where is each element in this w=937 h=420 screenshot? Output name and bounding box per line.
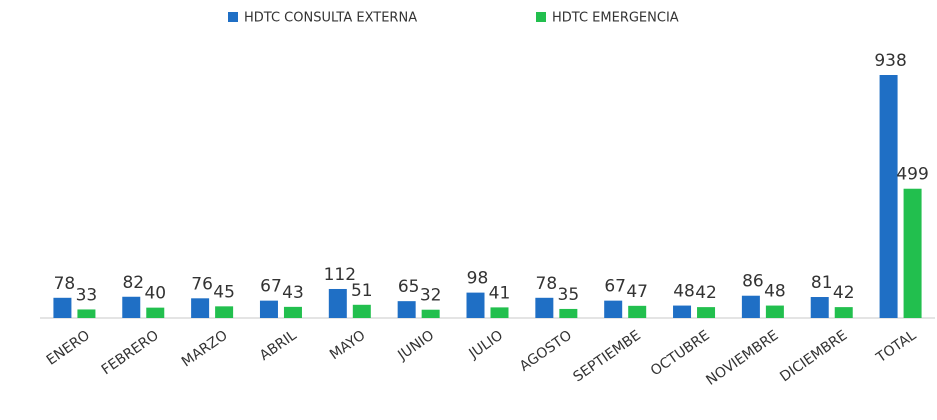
bar — [352, 304, 371, 318]
x-tick-label: SEPTIEMBE — [571, 327, 644, 385]
value-label: 42 — [695, 283, 717, 303]
value-label: 78 — [54, 274, 76, 294]
bar — [328, 288, 347, 318]
value-label: 51 — [351, 281, 373, 301]
value-label: 40 — [144, 284, 166, 304]
x-tick-label: MARZO — [179, 327, 231, 370]
value-label: 86 — [742, 272, 764, 292]
x-tick-label: TOTAL — [873, 327, 920, 366]
x-tick-label: DICIEMBRE — [777, 327, 850, 385]
value-label: 43 — [282, 283, 304, 303]
value-label: 41 — [489, 283, 511, 303]
legend-swatch — [536, 12, 546, 22]
value-label: 499 — [896, 165, 928, 185]
value-label: 32 — [420, 286, 442, 306]
x-tick-label: ENERO — [44, 327, 93, 368]
value-label: 82 — [122, 273, 144, 293]
x-tick-label: FEBRERO — [99, 327, 162, 378]
bar — [146, 307, 165, 318]
bar — [765, 305, 784, 318]
legend-label: HDTC EMERGENCIA — [552, 11, 679, 26]
bar — [215, 306, 234, 318]
bar — [490, 307, 509, 318]
bar — [604, 300, 623, 318]
bar — [834, 307, 853, 318]
bar — [77, 309, 96, 318]
bar — [741, 295, 760, 318]
x-tick-label: NOVIEMBRE — [703, 327, 781, 388]
bar — [559, 308, 578, 318]
bar — [259, 300, 278, 318]
bar — [535, 297, 554, 318]
value-label: 42 — [833, 283, 855, 303]
value-label: 65 — [398, 277, 420, 297]
bar — [810, 297, 829, 318]
value-label: 67 — [260, 277, 282, 297]
value-label: 47 — [626, 282, 648, 302]
bar — [421, 309, 440, 318]
value-label: 78 — [536, 274, 558, 294]
bar — [903, 188, 922, 318]
x-tick-label: MAYO — [327, 327, 368, 363]
value-label: 48 — [673, 282, 695, 302]
bar — [628, 305, 647, 318]
x-tick-label: OCTUBRE — [648, 327, 713, 379]
x-tick-label: JUNIO — [394, 327, 437, 364]
value-label: 48 — [764, 282, 786, 302]
value-label: 45 — [213, 282, 235, 302]
bar — [122, 296, 141, 318]
value-label: 112 — [324, 265, 356, 285]
bar — [697, 307, 716, 318]
bar — [673, 305, 692, 318]
value-label: 98 — [467, 269, 489, 289]
bar — [879, 75, 898, 318]
x-tick-label: JULIO — [466, 327, 507, 362]
value-label: 35 — [558, 285, 580, 305]
value-label: 67 — [604, 277, 626, 297]
legend-swatch — [228, 12, 238, 22]
value-label: 938 — [874, 51, 906, 71]
value-label: 33 — [76, 285, 98, 305]
bar — [53, 297, 72, 318]
value-label: 81 — [811, 273, 833, 293]
x-tick-label: ABRIL — [257, 327, 300, 364]
bar — [283, 306, 302, 318]
bar — [397, 301, 416, 318]
bar — [466, 292, 485, 318]
legend-label: HDTC CONSULTA EXTERNA — [244, 11, 417, 26]
bar — [191, 298, 210, 318]
x-tick-label: AGOSTO — [517, 327, 575, 374]
value-label: 76 — [191, 274, 213, 294]
